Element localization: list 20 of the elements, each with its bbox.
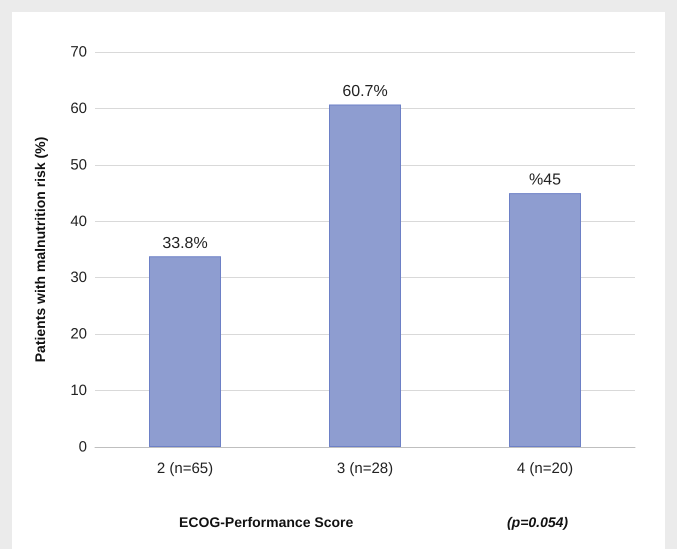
x-tick-label: 2 (n=65)	[156, 460, 214, 477]
y-tick-label: 10	[70, 382, 87, 400]
bar	[149, 256, 221, 447]
x-tick-label: 4 (n=20)	[516, 460, 574, 477]
x-tick-label: 3 (n=28)	[336, 460, 394, 477]
data-label: 33.8%	[162, 234, 208, 252]
y-tick-label: 0	[78, 438, 87, 456]
y-tick-label: 20	[70, 326, 87, 343]
data-label: %45	[528, 172, 562, 189]
x-axis-title: ECOG-Performance Score	[179, 514, 354, 530]
y-tick-label: 30	[70, 269, 87, 286]
y-tick-label: 70	[70, 44, 87, 60]
y-axis-title: Patients with malnutrition risk (%)	[32, 136, 48, 362]
y-tick-label: 50	[70, 156, 87, 174]
bar	[329, 104, 401, 447]
data-label: 60.7%	[342, 82, 388, 100]
y-tick-label: 40	[70, 212, 87, 230]
bar	[509, 193, 581, 447]
text: (p=0.054)	[507, 514, 568, 530]
y-tick-label: 60	[70, 100, 87, 117]
